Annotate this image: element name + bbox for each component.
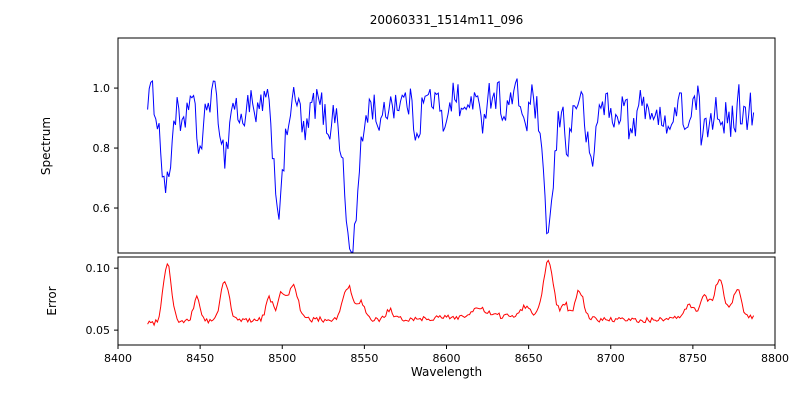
x-tick-label: 8800 [761, 352, 789, 365]
x-tick-label: 8600 [433, 352, 461, 365]
spectrum-y-tick-label: 0.6 [93, 202, 111, 215]
spectrum-y-tick-label: 1.0 [93, 82, 111, 95]
x-axis-label: Wavelength [410, 365, 483, 379]
error-axes-border [117, 256, 776, 346]
x-tick-label: 8700 [597, 352, 625, 365]
x-tick-label: 8750 [679, 352, 707, 365]
x-tick-label: 8650 [515, 352, 543, 365]
error-y-tick-label: 0.10 [86, 262, 111, 275]
spectrum-line [147, 78, 755, 253]
x-tick-label: 8500 [268, 352, 296, 365]
chart-title: 20060331_1514m11_096 [369, 13, 524, 27]
x-tick-label: 8550 [350, 352, 378, 365]
spectrum-axes-border [117, 37, 776, 254]
x-tick-label: 8400 [104, 352, 132, 365]
spectrum-y-tick-label: 0.8 [93, 142, 111, 155]
error-y-tick-label: 0.05 [86, 324, 111, 337]
x-tick-label: 8450 [186, 352, 214, 365]
error-line [147, 259, 755, 327]
